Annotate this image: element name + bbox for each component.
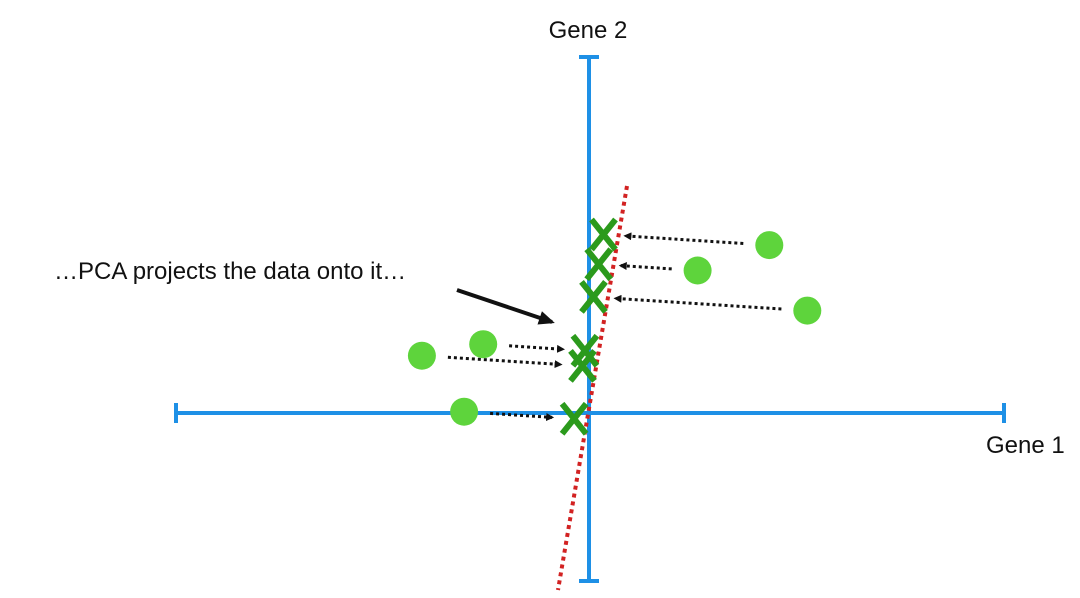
data-point: [755, 231, 784, 260]
data-point: [793, 296, 822, 325]
projection-arrows: [447, 232, 782, 422]
data-point: [450, 397, 479, 426]
projection-arrow: [490, 411, 555, 422]
projection-arrow: [623, 232, 744, 245]
x-axis-label: Gene 1: [986, 432, 1065, 459]
data-point: [407, 341, 436, 370]
axes: [174, 55, 1006, 583]
data-points: [407, 231, 822, 426]
data-point: [683, 256, 712, 285]
projection-arrow: [509, 344, 565, 353]
annotation-text: …PCA projects the data onto it…: [54, 258, 406, 285]
projection-marks: [559, 217, 618, 436]
y-axis-label: Gene 2: [549, 17, 628, 44]
projection-arrow: [447, 355, 563, 369]
projection-arrow: [613, 294, 782, 311]
projection-x-mark: [584, 247, 614, 282]
projection-x-mark: [579, 280, 608, 314]
data-point: [469, 330, 498, 359]
projection-x-mark: [568, 349, 597, 383]
projection-arrow: [618, 261, 672, 271]
annotation-arrow: [456, 288, 555, 325]
projection-x-mark: [589, 217, 618, 252]
projection-x-mark: [559, 401, 589, 436]
